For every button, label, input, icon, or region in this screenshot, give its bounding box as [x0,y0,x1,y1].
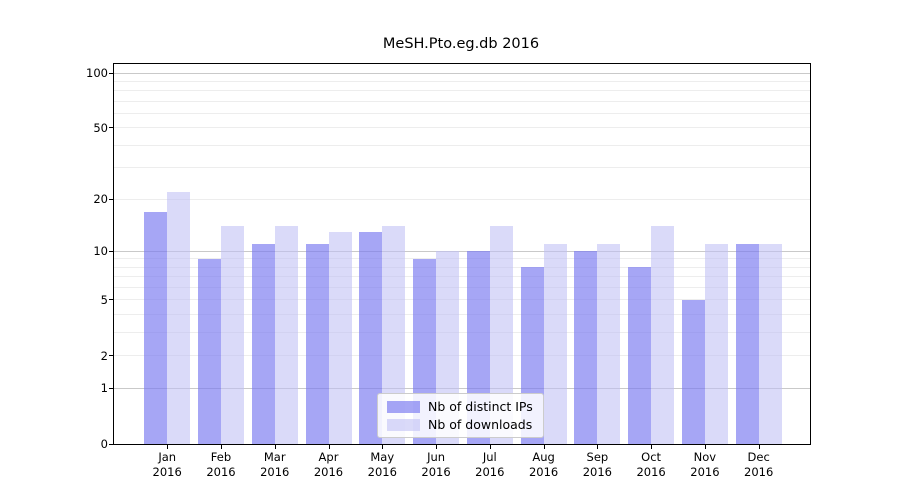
gridline-minor [114,113,810,115]
y-tick-mark [109,299,113,301]
x-tick-mark [543,445,545,449]
y-tick-label: 0 [100,437,108,451]
x-tick-label: Feb 2016 [206,450,236,479]
y-tick-mark [109,72,113,74]
bar-distinct-ips [144,211,168,444]
x-tick-label: Jun 2016 [421,450,451,479]
bar-downloads [220,226,244,444]
gridline-minor [114,80,810,82]
chart-title: MeSH.Pto.eg.db 2016 [382,36,540,52]
gridline-minor [114,314,810,316]
gridline-minor [114,90,810,92]
x-tick-mark [328,445,330,449]
bar-downloads [704,244,728,444]
x-tick-mark [382,445,384,449]
gridline-minor [114,355,810,357]
gridline-minor [114,100,810,102]
x-tick-mark [436,445,438,449]
legend-swatch-distinct-ips [387,400,420,413]
x-tick-label: Jan 2016 [152,450,182,479]
gridline-minor [114,266,810,268]
bar-distinct-ips [197,258,221,444]
bar-distinct-ips [305,244,329,444]
gridline-minor [114,332,810,334]
bar-distinct-ips [359,231,383,444]
y-tick-mark [109,387,113,389]
x-tick-mark [274,445,276,449]
y-tick-label: 50 [93,120,108,135]
gridline-minor [114,287,810,289]
gridline-minor [114,144,810,146]
x-tick-label: Aug 2016 [528,450,559,479]
y-tick-mark [109,355,113,357]
gridline-major [114,250,810,252]
x-tick-label: May 2016 [367,450,397,479]
x-tick-label: Dec 2016 [744,450,774,479]
y-tick-label: 100 [86,66,108,80]
bar-downloads [651,226,675,444]
bar-distinct-ips [251,244,275,444]
gridline-minor [114,258,810,260]
bar-distinct-ips [735,244,759,444]
y-tick-label: 5 [100,292,108,307]
gridline-major [114,72,810,74]
y-tick-mark [109,250,113,252]
y-tick-label: 20 [93,192,108,207]
bar-downloads [758,244,782,444]
bar-distinct-ips [574,251,598,444]
x-tick-mark [167,445,169,449]
x-tick-mark [220,445,222,449]
y-tick-mark [109,198,113,200]
plot-area: 0 1 2 5 10 20 50 100 Jan 2016 Feb 2016 Mar 2016 Apr 20… [86,63,811,479]
gridline-minor [114,127,810,129]
y-tick-mark [109,127,113,129]
x-tick-mark [758,445,760,449]
gridline-minor [114,198,810,200]
x-tick-label: Jul 2016 [475,450,505,479]
bar-distinct-ips [681,299,705,444]
bar-downloads [274,226,298,444]
y-tick-label: 1 [100,381,108,396]
legend-item-distinct-ips: Nb of distinct IPs [387,399,533,414]
legend-label-downloads: Nb of downloads [428,417,533,432]
bar-downloads [597,244,621,444]
bar-downloads [489,226,513,444]
bar-downloads [328,231,352,444]
y-tick-label: 10 [93,244,108,259]
bar-downloads [382,226,406,444]
x-tick-label: Nov 2016 [690,450,720,479]
x-tick-mark [489,445,491,449]
x-tick-label: Sep 2016 [582,450,612,479]
legend: Nb of distinct IPs Nb of downloads [377,393,544,438]
x-tick-label: Apr 2016 [313,450,344,479]
legend-swatch-downloads [387,418,420,431]
bar-downloads [543,244,567,444]
y-tick-label: 2 [100,348,108,363]
x-tick-label: Oct 2016 [636,450,666,479]
gridline-minor [114,276,810,278]
y-tick-mark [109,443,113,445]
x-tick-mark [651,445,653,449]
legend-item-downloads: Nb of downloads [387,417,533,432]
gridline-minor [114,299,810,301]
x-tick-label: Mar 2016 [260,450,290,479]
x-tick-mark [597,445,599,449]
bar-downloads [167,191,191,444]
bar-distinct-ips [628,267,652,444]
x-tick-mark [704,445,706,449]
gridline-minor [114,167,810,169]
legend-label-distinct-ips: Nb of distinct IPs [428,399,533,414]
gridline-major [114,387,810,389]
